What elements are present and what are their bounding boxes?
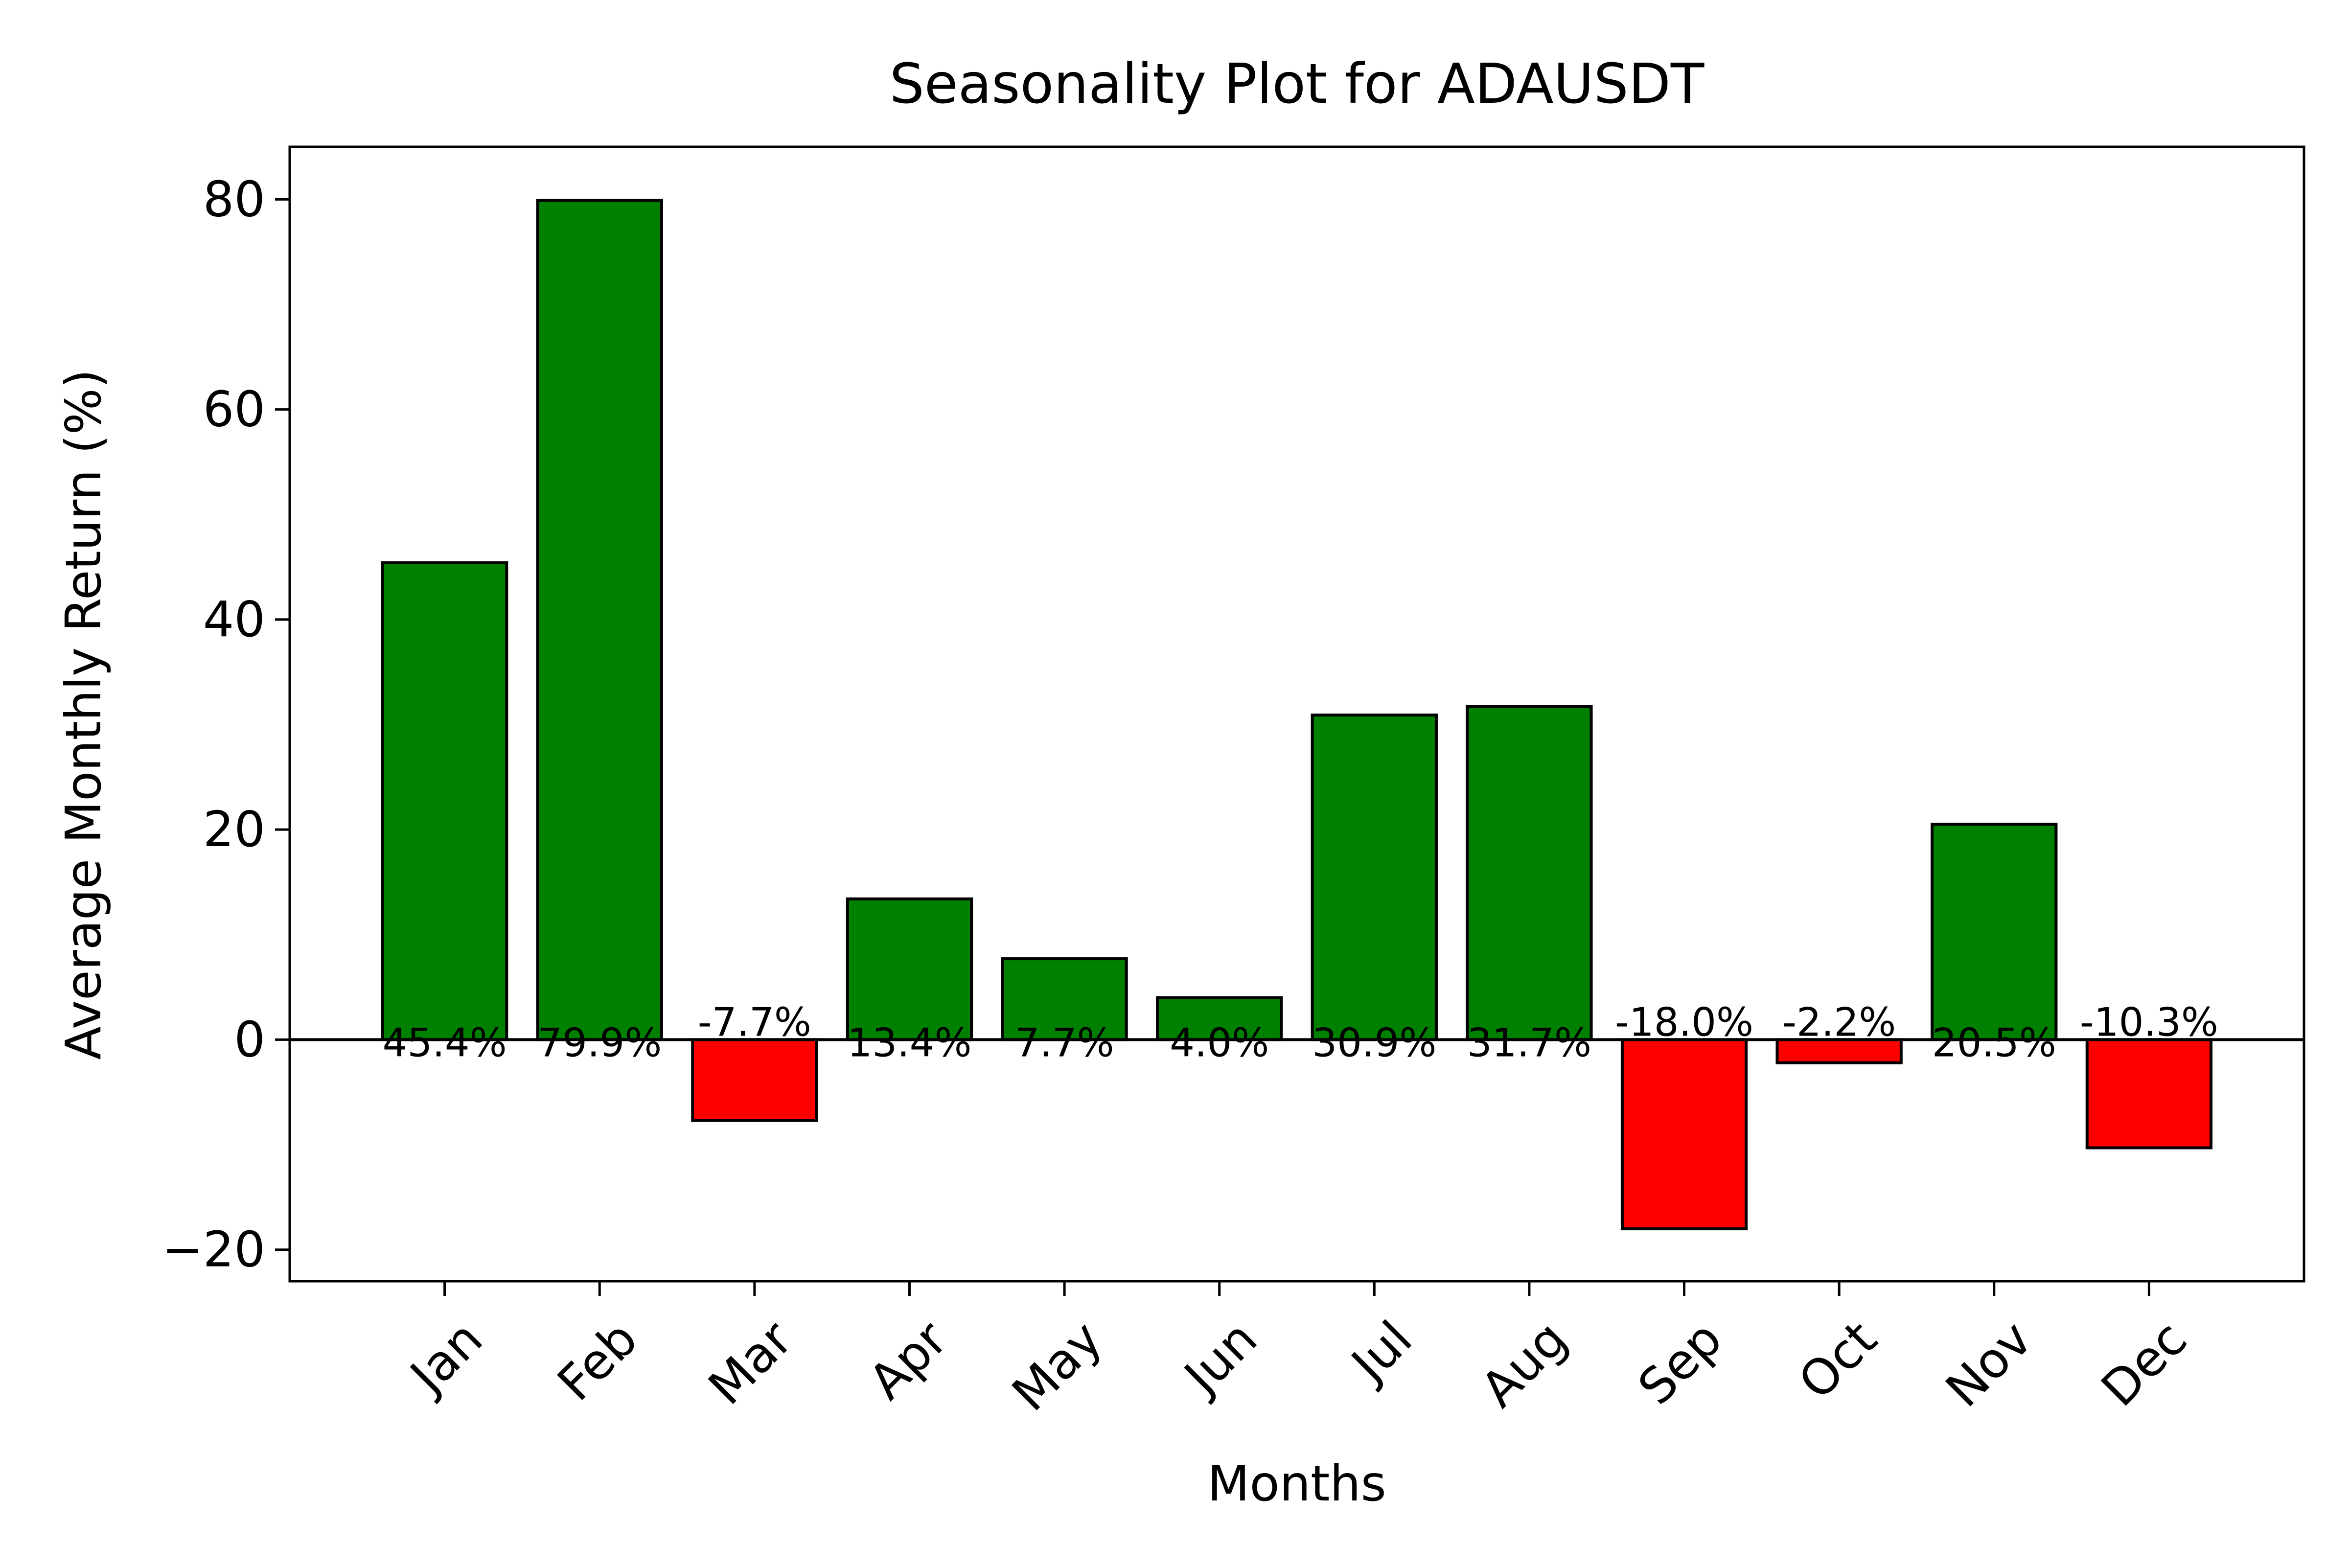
data-label-apr: 13.4% [847,1020,971,1065]
bar-apr [846,897,973,1041]
bar-nov [1931,823,2058,1041]
chart-title: Seasonality Plot for ADAUSDT [890,52,1704,116]
bar-sep [1620,1038,1748,1230]
bar-jan [381,561,508,1041]
data-label-nov: 20.5% [1932,1020,2056,1065]
data-label-oct: -2.2% [1782,999,1896,1045]
data-label-sep: -18.0% [1615,999,1753,1045]
y-tick-label: 0 [234,1011,265,1068]
y-tick-label: −20 [162,1221,265,1278]
bar-aug [1466,705,1593,1041]
y-tick-label: 20 [203,801,265,858]
y-tick-label: 60 [203,381,265,438]
data-label-feb: 79.9% [537,1020,662,1065]
bar-mar [691,1038,818,1122]
y-tick-label: 80 [203,170,265,228]
y-tick-label: 40 [203,591,265,648]
data-label-jan: 45.4% [383,1020,507,1065]
data-label-may: 7.7% [1014,1020,1114,1065]
data-label-jul: 30.9% [1312,1020,1436,1065]
plot-frame [288,145,2305,1283]
data-label-jun: 4.0% [1170,1020,1269,1065]
bar-feb [536,199,663,1041]
x-axis-label: Months [1207,1455,1386,1512]
data-label-mar: -7.7% [698,999,811,1045]
bar-dec [2085,1038,2213,1150]
data-label-aug: 31.7% [1467,1020,1591,1065]
y-axis-label: Average Monthly Return (%) [55,369,112,1060]
bar-jul [1311,714,1438,1041]
data-label-dec: -10.3% [2080,999,2218,1045]
